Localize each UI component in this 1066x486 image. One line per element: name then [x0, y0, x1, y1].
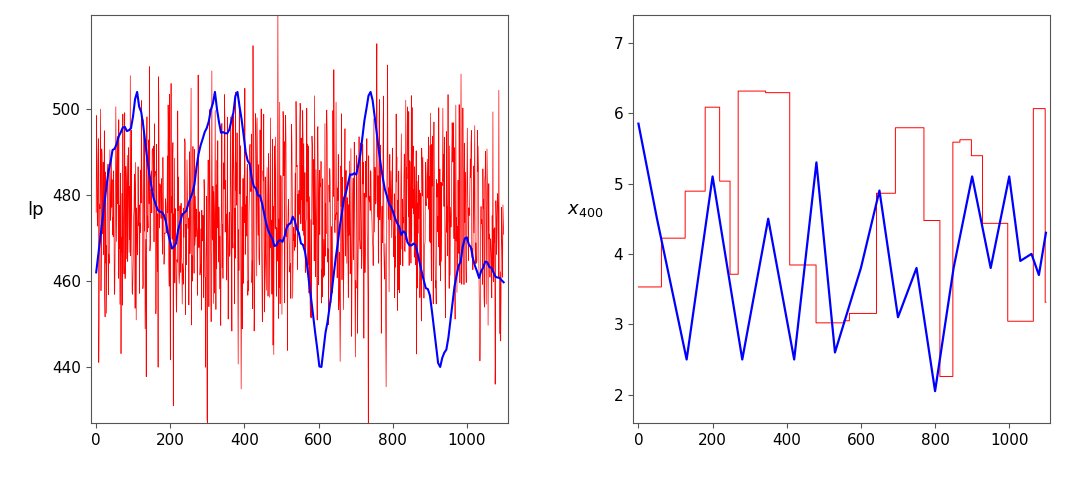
Y-axis label: $x_{400}$: $x_{400}$: [567, 201, 603, 219]
Y-axis label: lp: lp: [27, 201, 44, 219]
